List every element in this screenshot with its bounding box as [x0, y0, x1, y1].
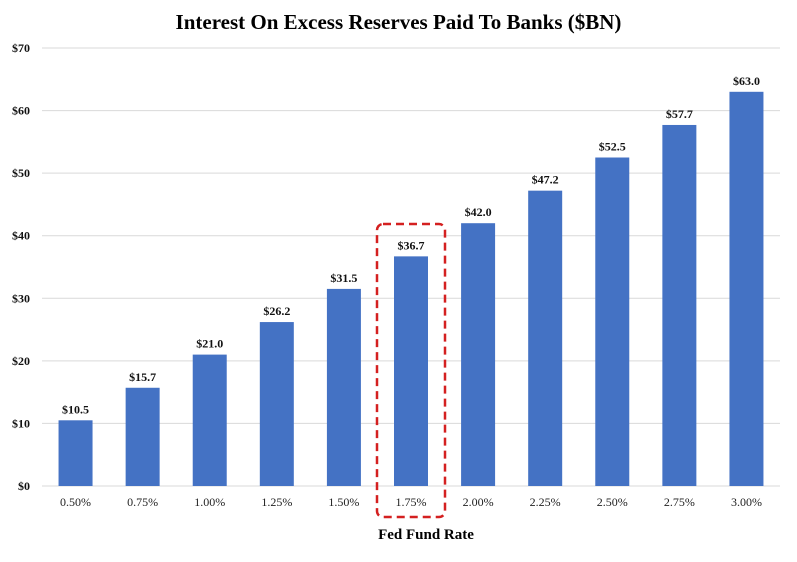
bar — [662, 124, 697, 486]
y-axis-ticks: $0 $10 $20 $30 $40 $50 $60 $70 — [12, 41, 30, 493]
bar — [461, 223, 496, 486]
bar — [595, 157, 630, 486]
y-tick-label: $40 — [12, 229, 30, 243]
bar — [125, 387, 160, 486]
x-axis-title: Fed Fund Rate — [378, 527, 474, 543]
x-tick-label: 1.00% — [194, 495, 225, 509]
data-label: $10.5 — [62, 402, 89, 416]
bar — [394, 256, 428, 486]
x-axis-ticks: 0.50% 0.75% 1.00% 1.25% 1.50% 1.75% 2.00% 2.25%… — [60, 495, 762, 509]
chart-title: Interest On Excess Reserves Paid To Bank… — [175, 10, 622, 34]
x-tick-label: 2.50% — [597, 495, 628, 509]
x-tick-label: 0.75% — [127, 495, 158, 509]
bar — [259, 322, 294, 486]
x-tick-label: 1.25% — [261, 495, 292, 509]
data-label: $42.0 — [465, 205, 492, 219]
y-tick-label: $70 — [12, 41, 30, 55]
y-tick-label: $0 — [18, 479, 30, 493]
x-tick-label: 2.00% — [463, 495, 494, 509]
y-tick-label: $50 — [12, 166, 30, 180]
x-tick-label: 2.75% — [664, 495, 695, 509]
highlight-dashed-box — [375, 222, 447, 519]
data-label: $57.7 — [666, 107, 693, 121]
highlight-layer — [375, 222, 447, 519]
bar — [729, 91, 764, 487]
y-tick-label: $30 — [12, 291, 30, 305]
data-label: $15.7 — [129, 370, 156, 384]
bars — [58, 91, 764, 487]
x-tick-label: 1.50% — [328, 495, 359, 509]
bar — [58, 420, 93, 486]
data-label: $52.5 — [599, 140, 626, 154]
data-label: $63.0 — [733, 74, 760, 88]
y-tick-label: $60 — [12, 104, 30, 118]
bar — [528, 190, 563, 487]
y-tick-label: $10 — [12, 416, 30, 430]
x-tick-label: 3.00% — [731, 495, 762, 509]
bar — [326, 288, 361, 486]
data-label: $31.5 — [330, 271, 357, 285]
bar — [192, 354, 227, 486]
data-label: $36.7 — [398, 238, 425, 252]
data-label: $21.0 — [196, 337, 223, 351]
x-tick-label: 0.50% — [60, 495, 91, 509]
x-tick-label: 2.25% — [530, 495, 561, 509]
y-tick-label: $20 — [12, 354, 30, 368]
x-tick-label: 1.75% — [396, 495, 427, 509]
data-label: $47.2 — [532, 173, 559, 187]
data-label: $26.2 — [263, 304, 290, 318]
data-labels: $10.5 $15.7 $21.0 $26.2 $31.5 $36.7 $42.0 $47.2… — [62, 74, 760, 416]
